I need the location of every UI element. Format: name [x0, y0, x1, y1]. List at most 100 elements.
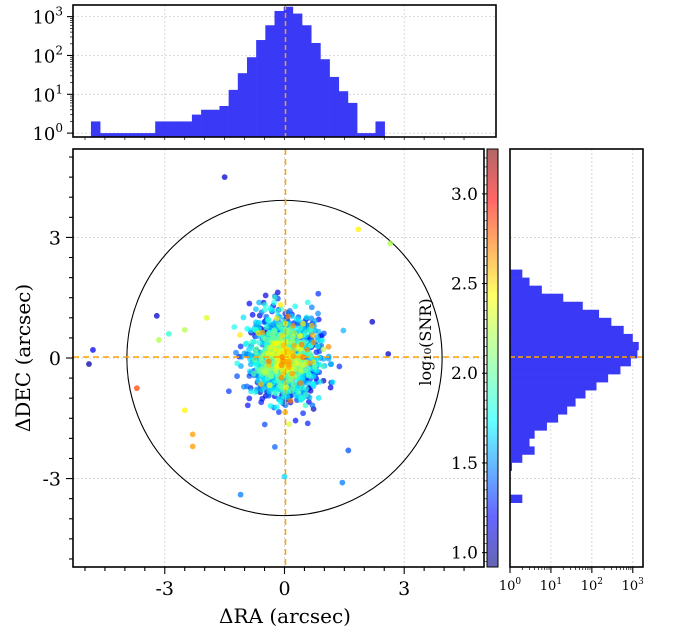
scatter-point [293, 360, 299, 367]
scatter-point-outlier [385, 351, 392, 357]
scatter-point [271, 389, 278, 396]
scatter-point [272, 368, 279, 375]
top-histogram-bar [201, 109, 211, 137]
scatter-point [275, 409, 282, 415]
scatter-point [251, 356, 258, 363]
scatter-point [304, 299, 311, 306]
scatter-point [306, 360, 313, 367]
y-tick-label: 3 [49, 227, 61, 249]
scatter-point [259, 329, 266, 336]
scatter-point-outlier [369, 318, 376, 325]
right-histogram-bar [510, 422, 547, 431]
scatter-point [310, 380, 317, 387]
scatter-point [265, 317, 272, 324]
scatter-point [298, 395, 304, 401]
top-y-tick-label: 103 [32, 5, 63, 29]
scatter-point [307, 351, 314, 358]
scatter-point [321, 330, 327, 337]
scatter-point [315, 290, 322, 297]
scatter-point [298, 362, 305, 369]
top-histogram-bar [311, 42, 321, 137]
scatter-point [308, 327, 315, 334]
scatter-point [302, 402, 309, 409]
scatter-point [300, 410, 306, 417]
top-y-tick-label: 102 [32, 43, 63, 67]
top-histogram-bar [302, 25, 312, 137]
scatter-point [249, 311, 256, 318]
scatter-point [289, 348, 296, 355]
right-histogram-bar [510, 333, 633, 343]
top-histogram-bar [256, 40, 266, 138]
top-histogram-bar [265, 25, 275, 137]
top-histogram-bar [164, 121, 174, 137]
y-tick-label: 0 [49, 348, 61, 370]
top-histogram-bar [237, 73, 248, 137]
scatter-point-outlier [203, 314, 210, 321]
scatter-point [298, 341, 305, 348]
right-histogram-bar [510, 406, 568, 415]
scatter-point [267, 382, 273, 389]
scatter-point-outlier [237, 491, 244, 498]
scatter-point [237, 332, 243, 338]
scatter-point [243, 340, 250, 347]
scatter-point [271, 443, 278, 450]
scatter-point-outlier [181, 407, 188, 414]
scatter-point [289, 370, 296, 377]
right-histogram-bar [510, 454, 523, 463]
top-histogram-bar [274, 10, 284, 137]
scatter-point [225, 388, 232, 395]
scatter-point [265, 330, 272, 337]
scatter-point [291, 342, 298, 349]
right-histogram-bar [510, 301, 583, 311]
y-tick-label: -3 [42, 469, 61, 491]
right-histogram-bar [510, 414, 559, 423]
scatter-point [293, 316, 300, 322]
right-histogram-bar [510, 374, 609, 383]
scatter-point [309, 332, 316, 339]
scatter-point [233, 349, 239, 356]
top-histogram-bar [357, 133, 367, 137]
scatter-point [256, 319, 263, 326]
colorbar-tick-label: 1.0 [451, 544, 478, 564]
scatter-point [303, 385, 310, 392]
scatter-point [297, 380, 304, 386]
scatter-point [287, 397, 294, 404]
scatter-point [315, 328, 322, 335]
top-histogram-bar [100, 133, 110, 137]
right-histogram-bar [510, 438, 530, 447]
colorbar-ticks: 1.0 1.5 2.0 2.5 3.0 [451, 157, 487, 564]
scatter-point [248, 388, 254, 395]
top-histogram-bar [246, 57, 257, 137]
scatter-point [256, 299, 262, 306]
scatter-point [265, 350, 271, 357]
scatter-point [285, 313, 291, 320]
top-histogram-bar [338, 91, 349, 137]
colorbar-tick-label: 2.0 [451, 364, 478, 384]
scatter-point-outlier [153, 312, 160, 319]
scatter-point [290, 322, 296, 329]
scatter-point [298, 384, 305, 391]
right-histogram-bar [510, 349, 638, 359]
scatter-point [258, 381, 264, 388]
scatter-point-outlier [133, 385, 140, 392]
scatter-point [231, 324, 238, 330]
scatter-point [279, 354, 286, 361]
top-histogram-bar [173, 121, 184, 137]
scatter-point [259, 358, 266, 365]
scatter-point [266, 344, 273, 351]
scatter-point [316, 378, 323, 385]
scatter-point [237, 343, 244, 350]
scatter-point-outlier [387, 240, 394, 247]
colorbar-tick-label: 3.0 [451, 185, 478, 205]
scatter-point [308, 322, 315, 329]
scatter-point [241, 350, 248, 357]
scatter-point [246, 395, 253, 402]
top-histogram-bars [90, 6, 385, 138]
scatter-point [336, 363, 343, 370]
scatter-point-outlier [221, 174, 228, 181]
scatter-point [250, 370, 257, 377]
top-histogram-bar [191, 114, 202, 137]
right-x-tick-label: 103 [622, 577, 645, 594]
scatter-point [256, 339, 263, 346]
